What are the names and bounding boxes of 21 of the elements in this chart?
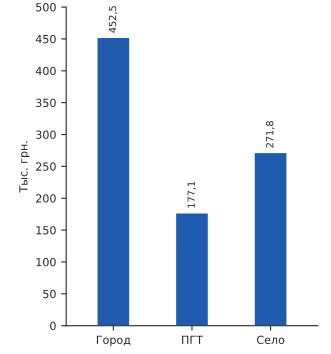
y-tick-label: 100 <box>36 258 56 266</box>
data-label: 177,1 <box>188 182 196 208</box>
y-tick-label: 400 <box>36 66 56 76</box>
x-tick-label: ПГТ <box>182 336 203 344</box>
y-tick-label: 350 <box>36 98 56 108</box>
y-tick-label: 200 <box>36 194 56 203</box>
y-tick-label: 500 <box>36 3 56 12</box>
bar <box>253 152 288 326</box>
y-tick-label: 0 <box>50 322 56 330</box>
bar <box>96 36 131 326</box>
data-label: 271,8 <box>266 121 274 148</box>
x-tick-label: Село <box>256 336 284 344</box>
y-tick-label: 300 <box>36 130 56 139</box>
y-tick-label: 250 <box>36 162 56 171</box>
y-tick-label: 50 <box>43 290 56 298</box>
y-axis-title: Тыс. грн. <box>19 141 30 193</box>
data-label: 452,5 <box>108 6 118 33</box>
x-tick-label: Город <box>96 336 130 346</box>
y-tick-label: 450 <box>36 34 56 44</box>
y-tick-label: 150 <box>36 226 56 234</box>
bar <box>174 212 210 326</box>
